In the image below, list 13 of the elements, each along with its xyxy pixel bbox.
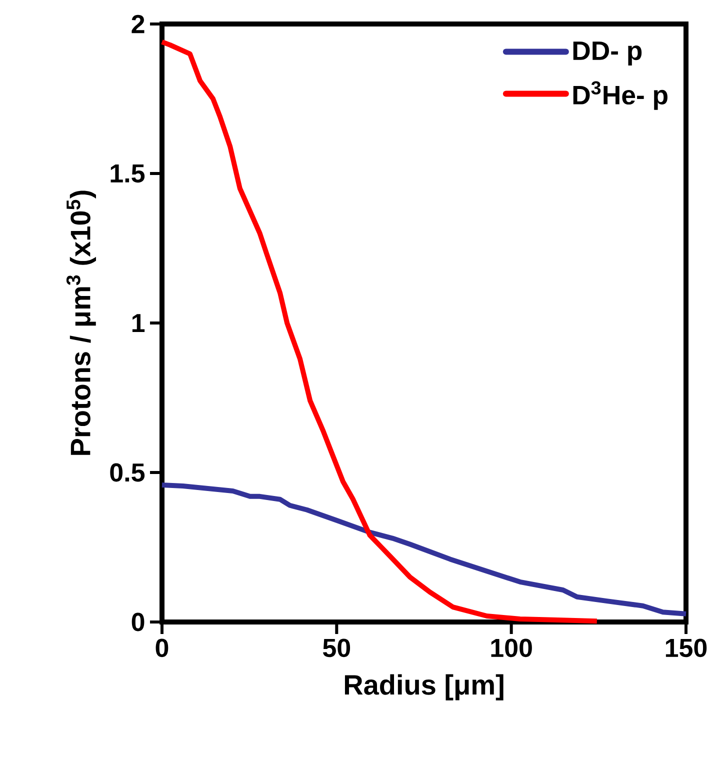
y-tick-label: 0.5 xyxy=(110,463,145,482)
x-axis-title: Radius [μm] xyxy=(344,674,504,700)
y-axis-title: Protons / μm$^{3}$ (x10$^{5}$) xyxy=(66,190,96,455)
legend-label: DD- p xyxy=(573,42,642,66)
x-tick-label: 150 xyxy=(666,638,707,658)
x-tick-label: 50 xyxy=(323,638,350,658)
y-tick-label: 2 xyxy=(132,14,144,34)
y-tick-label: 0 xyxy=(132,612,144,632)
legend-label: D$^{3}$He- p xyxy=(573,81,668,110)
x-tick-label: 0 xyxy=(156,638,168,658)
y-tick-label: 1 xyxy=(132,314,145,332)
x-tick-label: 100 xyxy=(491,638,532,658)
y-tick-label: 1.5 xyxy=(110,164,145,183)
